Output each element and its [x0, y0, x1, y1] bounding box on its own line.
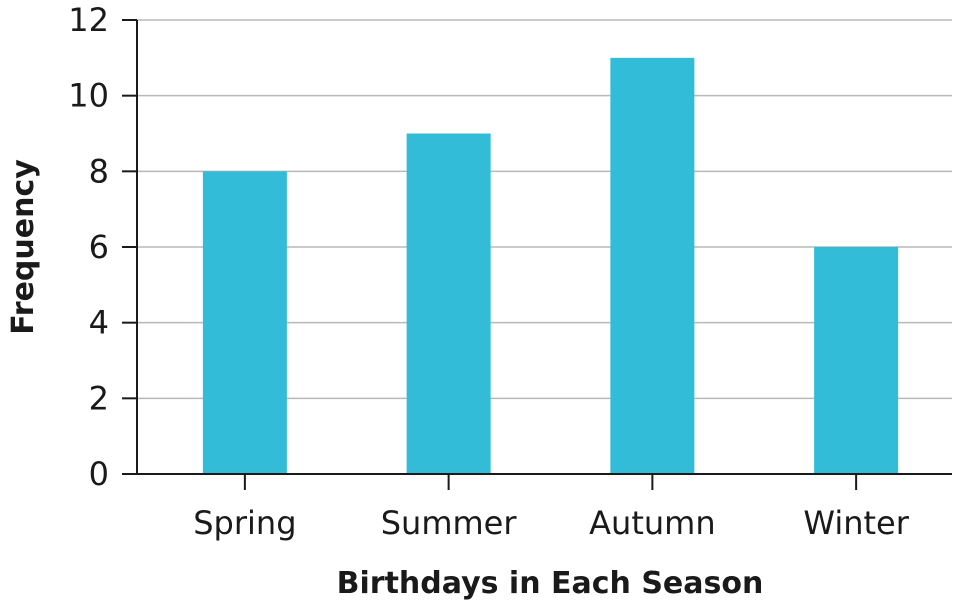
- axes: [122, 19, 952, 490]
- x-tick-label-autumn: Autumn: [589, 504, 715, 542]
- bar-summer: [406, 133, 491, 474]
- x-tick-label-winter: Winter: [803, 504, 909, 542]
- y-tick-label-6: 6: [89, 228, 109, 266]
- y-tick-label-10: 10: [68, 77, 109, 115]
- bar-winter: [814, 247, 899, 474]
- y-axis-title: Frequency: [6, 159, 41, 335]
- bar-spring: [202, 171, 287, 475]
- y-tick-label-8: 8: [89, 152, 109, 190]
- bars: [202, 57, 899, 475]
- x-tick-label-summer: Summer: [381, 504, 518, 542]
- y-tick-label-0: 0: [89, 455, 109, 493]
- y-tick-label-12: 12: [68, 1, 109, 39]
- x-tick-label-spring: Spring: [193, 504, 296, 542]
- bar-autumn: [610, 57, 695, 474]
- y-tick-labels: 0 2 4 6 8 10 12: [68, 1, 109, 493]
- y-tick-label-4: 4: [89, 304, 109, 342]
- x-tick-labels: Spring Summer Autumn Winter: [193, 504, 909, 542]
- y-tick-label-2: 2: [89, 379, 109, 417]
- x-axis-title: Birthdays in Each Season: [337, 566, 764, 601]
